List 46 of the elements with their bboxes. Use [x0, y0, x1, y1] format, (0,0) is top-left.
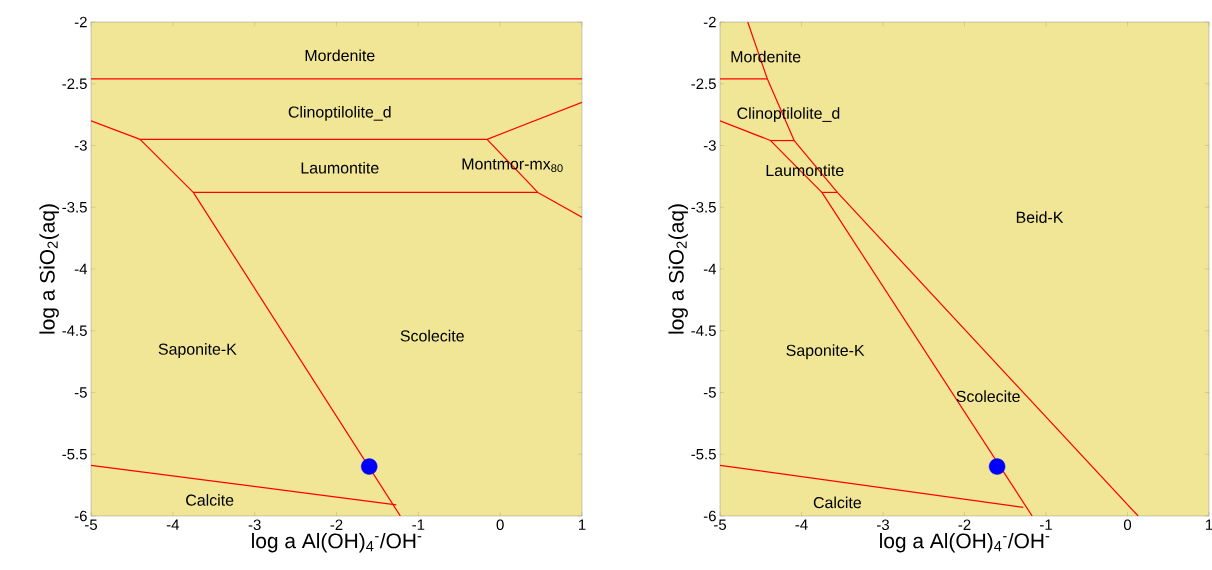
x-tick-label: -5: [714, 519, 727, 530]
x-axis-title: log a Al(OH)$_{4}$$^{-}$/OH$^{-}$: [252, 532, 422, 553]
x-tick-label: -1: [1040, 519, 1052, 530]
x-tick-label: 0: [496, 519, 504, 531]
x-tick-label: -3: [877, 519, 889, 531]
x-tick-label: -4: [166, 519, 180, 530]
y-tick-label: -3.5: [691, 201, 716, 213]
annotation: Saponite-K: [158, 343, 237, 358]
annotation: Scolecite: [400, 329, 464, 342]
x-tick-label: -5: [85, 519, 98, 530]
x-axis-title: log a Al(OH)$_{4}$$^{-}$/OH$^{-}$: [880, 532, 1050, 553]
x-tick-label: 1: [578, 519, 586, 530]
y-tick-label: -6: [703, 510, 716, 522]
y-tick-label: -2.5: [62, 78, 87, 90]
annotation: Mordenite: [305, 49, 375, 62]
y-tick-label: -3: [703, 140, 716, 151]
y-tick-label: -2: [74, 16, 87, 28]
annotation: Calcite: [813, 496, 862, 509]
y-tick-label: -5.5: [691, 449, 716, 460]
y-tick-label: -5.5: [62, 449, 87, 460]
y-axis-title: log a SiO$_{2}$(aq): [39, 204, 59, 334]
y-tick-label: -4: [703, 263, 717, 275]
x-tick-label: 0: [1123, 519, 1132, 531]
x-tick-label: -2: [330, 519, 343, 530]
annotation: Saponite-K: [786, 344, 865, 360]
x-tick-label: -2: [958, 519, 971, 530]
y-tick-label: -5: [703, 387, 716, 398]
annotation: Calcite: [186, 494, 234, 506]
annotation: Scolecite: [956, 390, 1020, 403]
y-tick-label: -3: [74, 140, 87, 151]
annotation: Laumontite: [301, 161, 379, 174]
y-tick-label: -2: [703, 16, 716, 28]
y-tick-label: -5: [74, 387, 87, 398]
y-tick-label: -4.5: [691, 325, 716, 336]
x-tick-label: -1: [412, 519, 425, 530]
y-axis-title: log a SiO$_{2}$(aq): [668, 204, 688, 334]
y-tick-label: -2.5: [691, 78, 716, 90]
y-tick-label: -3.5: [62, 201, 87, 213]
y-tick-label: -4.5: [62, 325, 87, 336]
x-tick-label: -3: [248, 519, 261, 531]
x-tick-label: 1: [1206, 519, 1212, 530]
annotation: Clinoptilolite_d: [288, 105, 391, 121]
y-tick-label: -6: [74, 510, 87, 522]
annotation: Beid-K: [1016, 211, 1064, 223]
y-tick-label: -4: [74, 263, 88, 275]
x-tick-label: -4: [795, 519, 808, 530]
